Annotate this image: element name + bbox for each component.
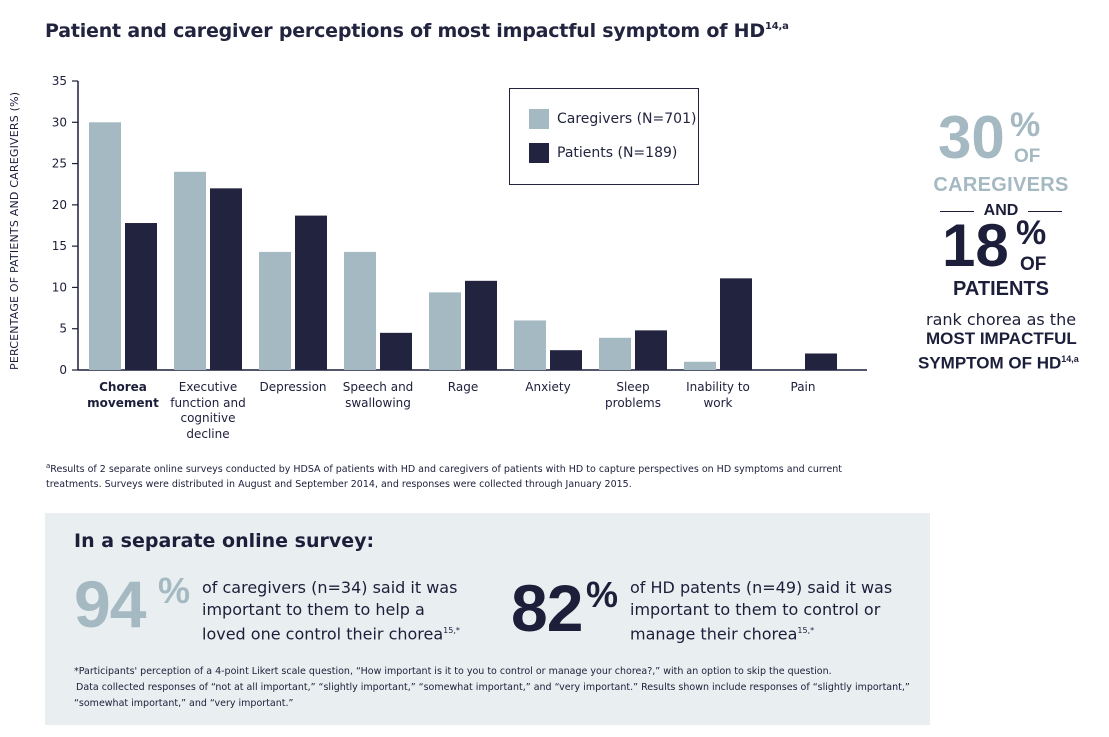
bar-caregivers bbox=[684, 361, 716, 370]
legend-label-caregivers: Caregivers (N=701) bbox=[557, 111, 697, 127]
y-tick-label: 25 bbox=[52, 157, 67, 171]
bar-caregivers bbox=[174, 171, 206, 370]
impact-line-1: MOST IMPACTFUL bbox=[926, 329, 1077, 348]
bar-patients bbox=[210, 188, 242, 370]
x-category-label: Depression bbox=[259, 380, 327, 394]
footnote-a: aResults of 2 separate online surveys co… bbox=[46, 462, 842, 491]
bar-caregivers bbox=[599, 337, 631, 370]
legend-swatch-patients bbox=[529, 143, 549, 163]
stat2-text: of HD patents (n=49) said it was importa… bbox=[630, 578, 893, 644]
stat1-percent: % bbox=[158, 570, 191, 611]
and-label: AND bbox=[983, 202, 1019, 219]
and-divider: AND bbox=[926, 202, 1076, 220]
bar-caregivers bbox=[429, 292, 461, 370]
bar-caregivers bbox=[344, 251, 376, 370]
y-tick-label: 10 bbox=[52, 280, 67, 294]
survey-footnote: *Participants' perception of a 4-point L… bbox=[74, 666, 910, 709]
bar-patients bbox=[295, 215, 327, 370]
bar-caregivers bbox=[514, 320, 546, 370]
y-tick-label: 35 bbox=[52, 74, 67, 88]
survey-panel: In a separate online survey: 94 % of car… bbox=[45, 513, 930, 725]
x-category-label: Executive function and cognitive decline bbox=[170, 380, 246, 441]
caregivers-label: CAREGIVERS bbox=[933, 174, 1069, 196]
patient-percent-symbol: % bbox=[1016, 214, 1047, 252]
bar-patients bbox=[805, 353, 837, 370]
divider-line-right bbox=[1028, 210, 1063, 212]
patients-label: PATIENTS bbox=[953, 278, 1049, 300]
bar-patients bbox=[125, 223, 157, 370]
legend-label-patients: Patients (N=189) bbox=[557, 145, 678, 161]
caregiver-of-label: OF bbox=[1014, 146, 1041, 167]
stat2-number: 82 bbox=[511, 571, 583, 645]
y-tick-label: 0 bbox=[59, 363, 67, 377]
bar-patients bbox=[720, 278, 752, 370]
chart-title: Patient and caregiver perceptions of mos… bbox=[45, 20, 789, 42]
caregiver-stat: 30 % OF bbox=[926, 104, 1076, 174]
legend-item-caregivers: Caregivers (N=701) bbox=[529, 109, 696, 129]
patient-percent-number: 18 bbox=[942, 212, 1009, 279]
legend-swatch-caregivers bbox=[529, 109, 549, 129]
x-category-label: Speech and swallowing bbox=[342, 380, 414, 410]
y-tick-label: 5 bbox=[59, 322, 67, 336]
bar-caregivers bbox=[259, 251, 291, 370]
bar-chart: 0 5 10 15 20 25 30 35 bbox=[52, 74, 867, 377]
rank-text: rank chorea as the bbox=[926, 310, 1077, 329]
x-category-label: Sleep problems bbox=[605, 380, 661, 410]
x-category-label: Rage bbox=[447, 380, 479, 394]
caregiver-percent-number: 30 bbox=[938, 104, 1005, 171]
patient-of-label: OF bbox=[1020, 254, 1047, 275]
divider-line-left bbox=[939, 210, 974, 212]
caregiver-percent-symbol: % bbox=[1010, 106, 1041, 144]
chorea-callout: 30 % OF CAREGIVERS AND 18 % OF PATIENTS … bbox=[918, 104, 1079, 374]
stat1-text: of caregivers (n=34) said it was importa… bbox=[202, 578, 460, 644]
x-category-label: Inability to work bbox=[686, 380, 750, 410]
bar-patients bbox=[550, 350, 582, 370]
x-category-label: Chorea movement bbox=[87, 380, 159, 410]
stat1-number: 94 bbox=[74, 567, 146, 641]
y-tick-label: 20 bbox=[52, 198, 67, 212]
bar-patients bbox=[635, 330, 667, 370]
bar-patients bbox=[380, 332, 412, 370]
y-axis-label: PERCENTAGE OF PATIENTS AND CAREGIVERS (%… bbox=[8, 91, 21, 370]
y-tick-label: 30 bbox=[52, 115, 67, 129]
bar-caregivers bbox=[89, 122, 121, 371]
legend-item-patients: Patients (N=189) bbox=[529, 143, 677, 163]
y-tick-label: 15 bbox=[52, 239, 67, 253]
chart-legend: Caregivers (N=701) Patients (N=189) bbox=[509, 88, 699, 185]
x-category-label: Pain bbox=[790, 380, 816, 394]
bar-patients bbox=[465, 280, 497, 370]
survey-heading: In a separate online survey: bbox=[74, 530, 375, 552]
x-category-label: Anxiety bbox=[525, 380, 571, 394]
impact-line-2: SYMPTOM OF HD14,a bbox=[918, 353, 1079, 373]
stat2-percent: % bbox=[586, 574, 619, 615]
patient-stat: 18 % OF bbox=[926, 214, 1076, 278]
